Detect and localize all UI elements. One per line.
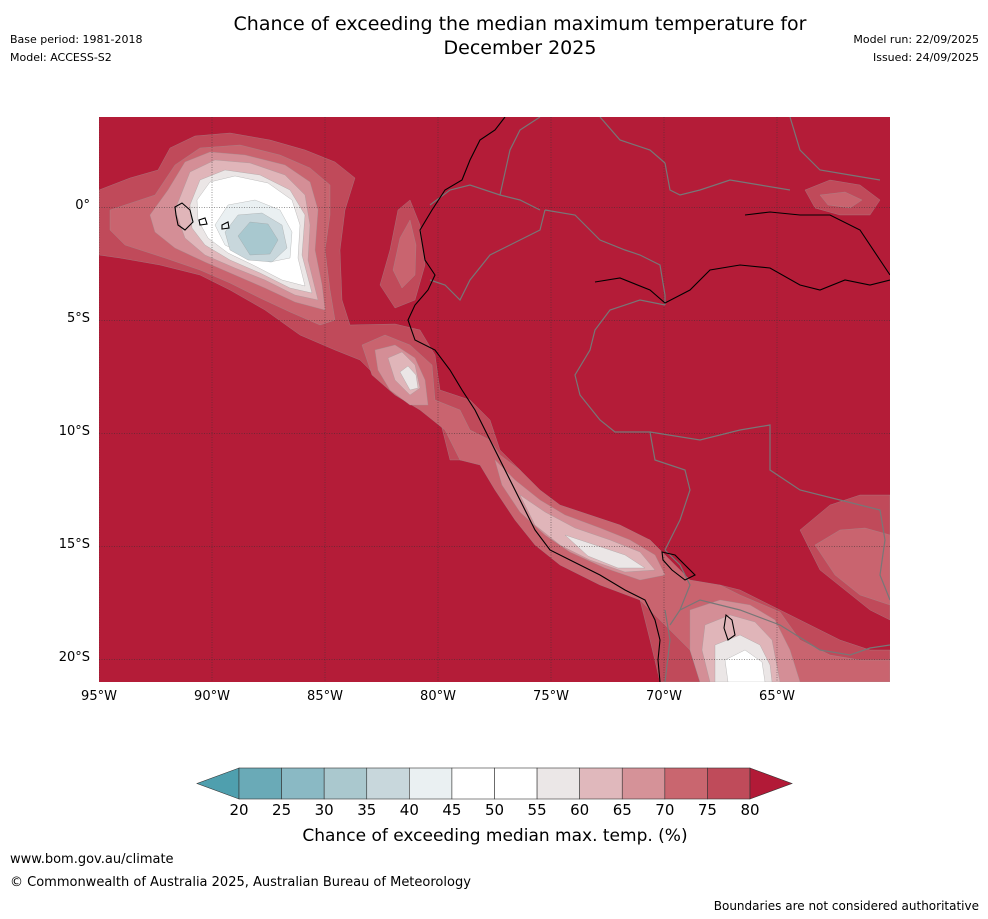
colorbar-tick-label: 50 bbox=[484, 801, 505, 819]
model-run: Model run: 22/09/2025 bbox=[853, 33, 979, 46]
footer-url[interactable]: www.bom.gov.au/climate bbox=[10, 852, 174, 867]
peru-coastal-anomaly bbox=[361, 334, 890, 682]
footer-disclaimer: Boundaries are not considered authoritat… bbox=[713, 899, 979, 913]
galapagos-islet-2 bbox=[221, 221, 230, 230]
model-name: Model: ACCESS-S2 bbox=[10, 51, 112, 64]
contour-70 bbox=[819, 191, 863, 209]
footer-copyright: © Commonwealth of Australia 2025, Austra… bbox=[10, 875, 471, 890]
border-bolivia-south bbox=[679, 599, 890, 656]
contour-70 bbox=[814, 527, 890, 606]
colorbar-tick-label: 40 bbox=[399, 801, 419, 819]
border-chile-argentina bbox=[664, 609, 671, 682]
colorbar bbox=[196, 767, 793, 800]
lon-label: 75°W bbox=[533, 689, 569, 704]
meta-right: Model run: 22/09/2025 Issued: 24/09/2025 bbox=[853, 31, 979, 67]
lat-label: 0° bbox=[75, 198, 90, 214]
coast-caribbean bbox=[594, 264, 890, 304]
lat-label: 5°S bbox=[66, 311, 90, 327]
border-venezuela-colombia-east bbox=[599, 117, 666, 164]
border-venezuela-brazil bbox=[664, 162, 791, 196]
ecuador-anomaly bbox=[379, 199, 426, 309]
coastlines bbox=[174, 117, 890, 682]
border-peru-brazil bbox=[574, 299, 691, 551]
lon-label: 90°W bbox=[194, 689, 230, 704]
colorbar-segment bbox=[238, 767, 282, 800]
lon-label: 80°W bbox=[420, 689, 456, 704]
colorbar-segment bbox=[494, 767, 538, 800]
title-line-2: December 2025 bbox=[443, 37, 597, 59]
coast-pacific bbox=[407, 117, 661, 682]
border-peru-bolivia bbox=[664, 549, 691, 626]
base-period: Base period: 1981-2018 bbox=[10, 33, 143, 46]
lat-label: 10°S bbox=[58, 424, 90, 440]
galapagos-islet-1 bbox=[198, 217, 208, 226]
contour-70 bbox=[392, 219, 417, 289]
colorbar-segment bbox=[323, 767, 368, 800]
colorbar-under-arrow bbox=[196, 767, 240, 800]
coast-north bbox=[744, 211, 890, 276]
colorbar-segment bbox=[366, 767, 410, 800]
country-borders bbox=[429, 117, 890, 682]
border-guyana bbox=[789, 117, 881, 181]
lon-label: 95°W bbox=[81, 689, 117, 704]
lat-label: 20°S bbox=[58, 650, 90, 666]
colorbar-segment bbox=[281, 767, 325, 800]
galapagos-islands bbox=[174, 202, 194, 231]
map-area bbox=[99, 117, 890, 682]
inland-anomaly bbox=[799, 179, 890, 621]
contour-50 bbox=[724, 649, 766, 682]
colorbar-segment bbox=[664, 767, 708, 800]
lat-label: 15°S bbox=[58, 537, 90, 553]
colorbar-tick-label: 60 bbox=[570, 801, 590, 819]
colorbar-segment bbox=[536, 767, 580, 800]
chart-title: Chance of exceeding the median maximum t… bbox=[170, 12, 870, 60]
colorbar-tick-label: 30 bbox=[314, 801, 334, 819]
colorbar-tick-label: 25 bbox=[272, 801, 292, 819]
border-colombia-peru-brazil bbox=[544, 209, 666, 305]
colorbar-segment bbox=[409, 767, 453, 800]
grid-lines bbox=[99, 117, 890, 682]
colorbar-tick-label: 55 bbox=[527, 801, 547, 819]
contour-55 bbox=[399, 365, 419, 391]
border-colombia-venezuela bbox=[499, 117, 541, 196]
colorbar-tick-label: 20 bbox=[229, 801, 249, 819]
title-line-1: Chance of exceeding the median maximum t… bbox=[233, 13, 807, 35]
colorbar-tick-label: 75 bbox=[697, 801, 717, 819]
border-bolivia-brazil bbox=[649, 424, 890, 601]
lake-titicaca bbox=[661, 551, 696, 581]
issued-date: Issued: 24/09/2025 bbox=[872, 51, 979, 64]
colorbar-tick-label: 35 bbox=[357, 801, 377, 819]
lake-poopo bbox=[723, 613, 736, 641]
colorbar-segment bbox=[451, 767, 495, 800]
colorbar-segment bbox=[579, 767, 623, 800]
colorbar-segment bbox=[621, 767, 666, 800]
galapagos-anomaly bbox=[99, 132, 890, 682]
lon-label: 65°W bbox=[759, 689, 795, 704]
lon-label: 85°W bbox=[307, 689, 343, 704]
contour-30 bbox=[237, 221, 279, 256]
border-colombia-ecuador bbox=[429, 184, 541, 211]
colorbar-segment bbox=[707, 767, 751, 800]
colorbar-tick-label: 65 bbox=[612, 801, 632, 819]
colorbar-label: Chance of exceeding median max. temp. (%… bbox=[302, 826, 688, 846]
colorbar-tick-label: 70 bbox=[655, 801, 675, 819]
meta-left: Base period: 1981-2018 Model: ACCESS-S2 bbox=[10, 31, 142, 67]
lon-label: 70°W bbox=[646, 689, 682, 704]
contour-60 bbox=[519, 494, 656, 573]
colorbar-tick-label: 80 bbox=[740, 801, 760, 819]
border-ecuador-peru bbox=[429, 209, 546, 302]
colorbar-tick-label: 45 bbox=[442, 801, 462, 819]
contour-55 bbox=[564, 534, 646, 569]
colorbar-over-arrow bbox=[749, 767, 793, 800]
colorbar-segments bbox=[238, 767, 751, 800]
